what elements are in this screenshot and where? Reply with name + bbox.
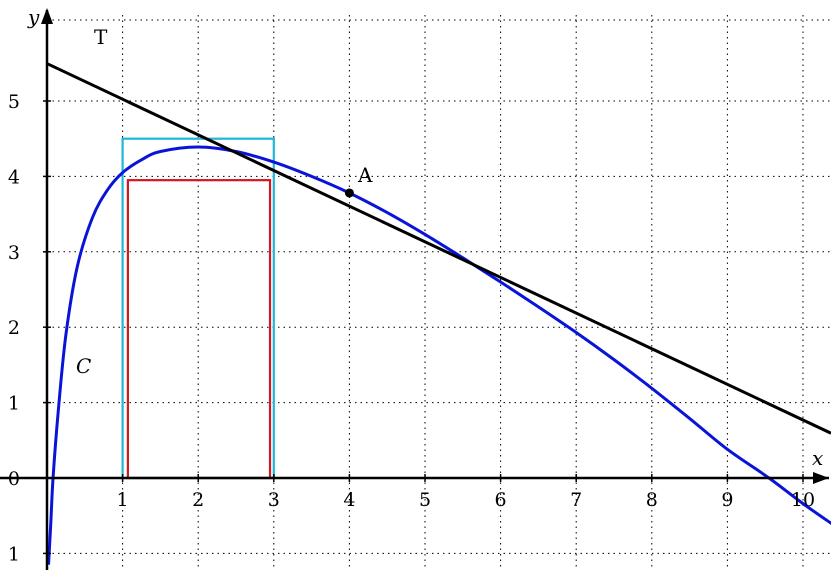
outer-rectangle [121, 137, 275, 480]
y-tick-label-3: 2 [8, 317, 20, 339]
curve-label: C [76, 354, 91, 378]
point-a-label: A [357, 163, 373, 187]
x-tick-label-6: 6 [495, 489, 507, 511]
curve-c [47, 145, 831, 565]
y-tick-label-2: 1 [8, 393, 20, 415]
y-tick-label-1: 0 [8, 468, 20, 490]
x-tick-label-1: 1 [117, 489, 129, 511]
inner-rectangle [126, 179, 272, 480]
x-axis-label: x [812, 446, 823, 470]
labels: y x T A C [27, 5, 823, 470]
y-tick-label-0: 1 [8, 543, 20, 565]
x-tick-label-9: 9 [721, 489, 733, 511]
point-a [344, 188, 354, 198]
grid [47, 15, 831, 570]
tangent-line-t [46, 62, 831, 435]
x-tick-label-4: 4 [343, 489, 355, 511]
y-tick-label-5: 4 [8, 166, 20, 188]
x-tick-label-8: 8 [646, 489, 658, 511]
y-axis-arrow [41, 8, 53, 24]
y-axis-label: y [27, 5, 40, 29]
x-axis-arrow [813, 472, 829, 484]
x-tick-label-10: 10 [791, 489, 815, 511]
rectangles [121, 137, 275, 480]
series [46, 62, 831, 565]
x-tick-label-3: 3 [268, 489, 280, 511]
x-tick-label-7: 7 [570, 489, 582, 511]
x-tick-label-2: 2 [192, 489, 204, 511]
x-tick-label-5: 5 [419, 489, 431, 511]
y-tick-label-4: 3 [8, 242, 20, 264]
tangent-label: T [94, 25, 108, 49]
y-tick-label-6: 5 [8, 91, 20, 113]
